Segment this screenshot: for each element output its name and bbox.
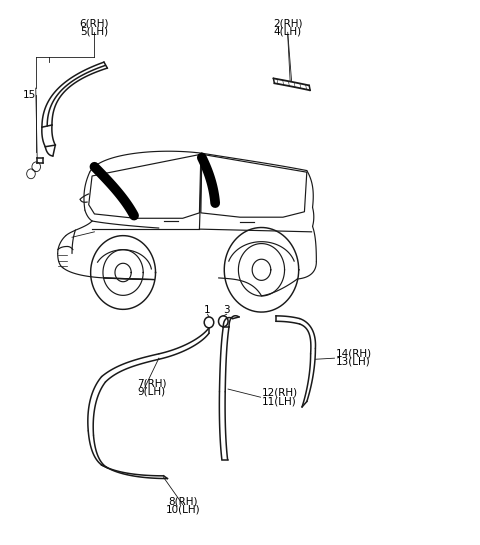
Text: 7(RH): 7(RH) <box>137 379 167 389</box>
Text: 14(RH): 14(RH) <box>336 349 372 359</box>
Text: 3: 3 <box>223 305 230 316</box>
Text: 8(RH): 8(RH) <box>168 496 197 506</box>
Text: 1: 1 <box>204 305 211 316</box>
Text: 12(RH): 12(RH) <box>262 388 298 398</box>
Text: 4(LH): 4(LH) <box>274 26 302 36</box>
Text: 13(LH): 13(LH) <box>336 357 370 367</box>
Text: 6(RH): 6(RH) <box>80 18 109 28</box>
Text: 2(RH): 2(RH) <box>273 18 302 28</box>
Text: 10(LH): 10(LH) <box>166 505 200 514</box>
Text: 5(LH): 5(LH) <box>80 26 108 36</box>
Text: 15: 15 <box>23 89 36 100</box>
Text: 11(LH): 11(LH) <box>262 396 296 406</box>
Text: 9(LH): 9(LH) <box>137 387 166 397</box>
